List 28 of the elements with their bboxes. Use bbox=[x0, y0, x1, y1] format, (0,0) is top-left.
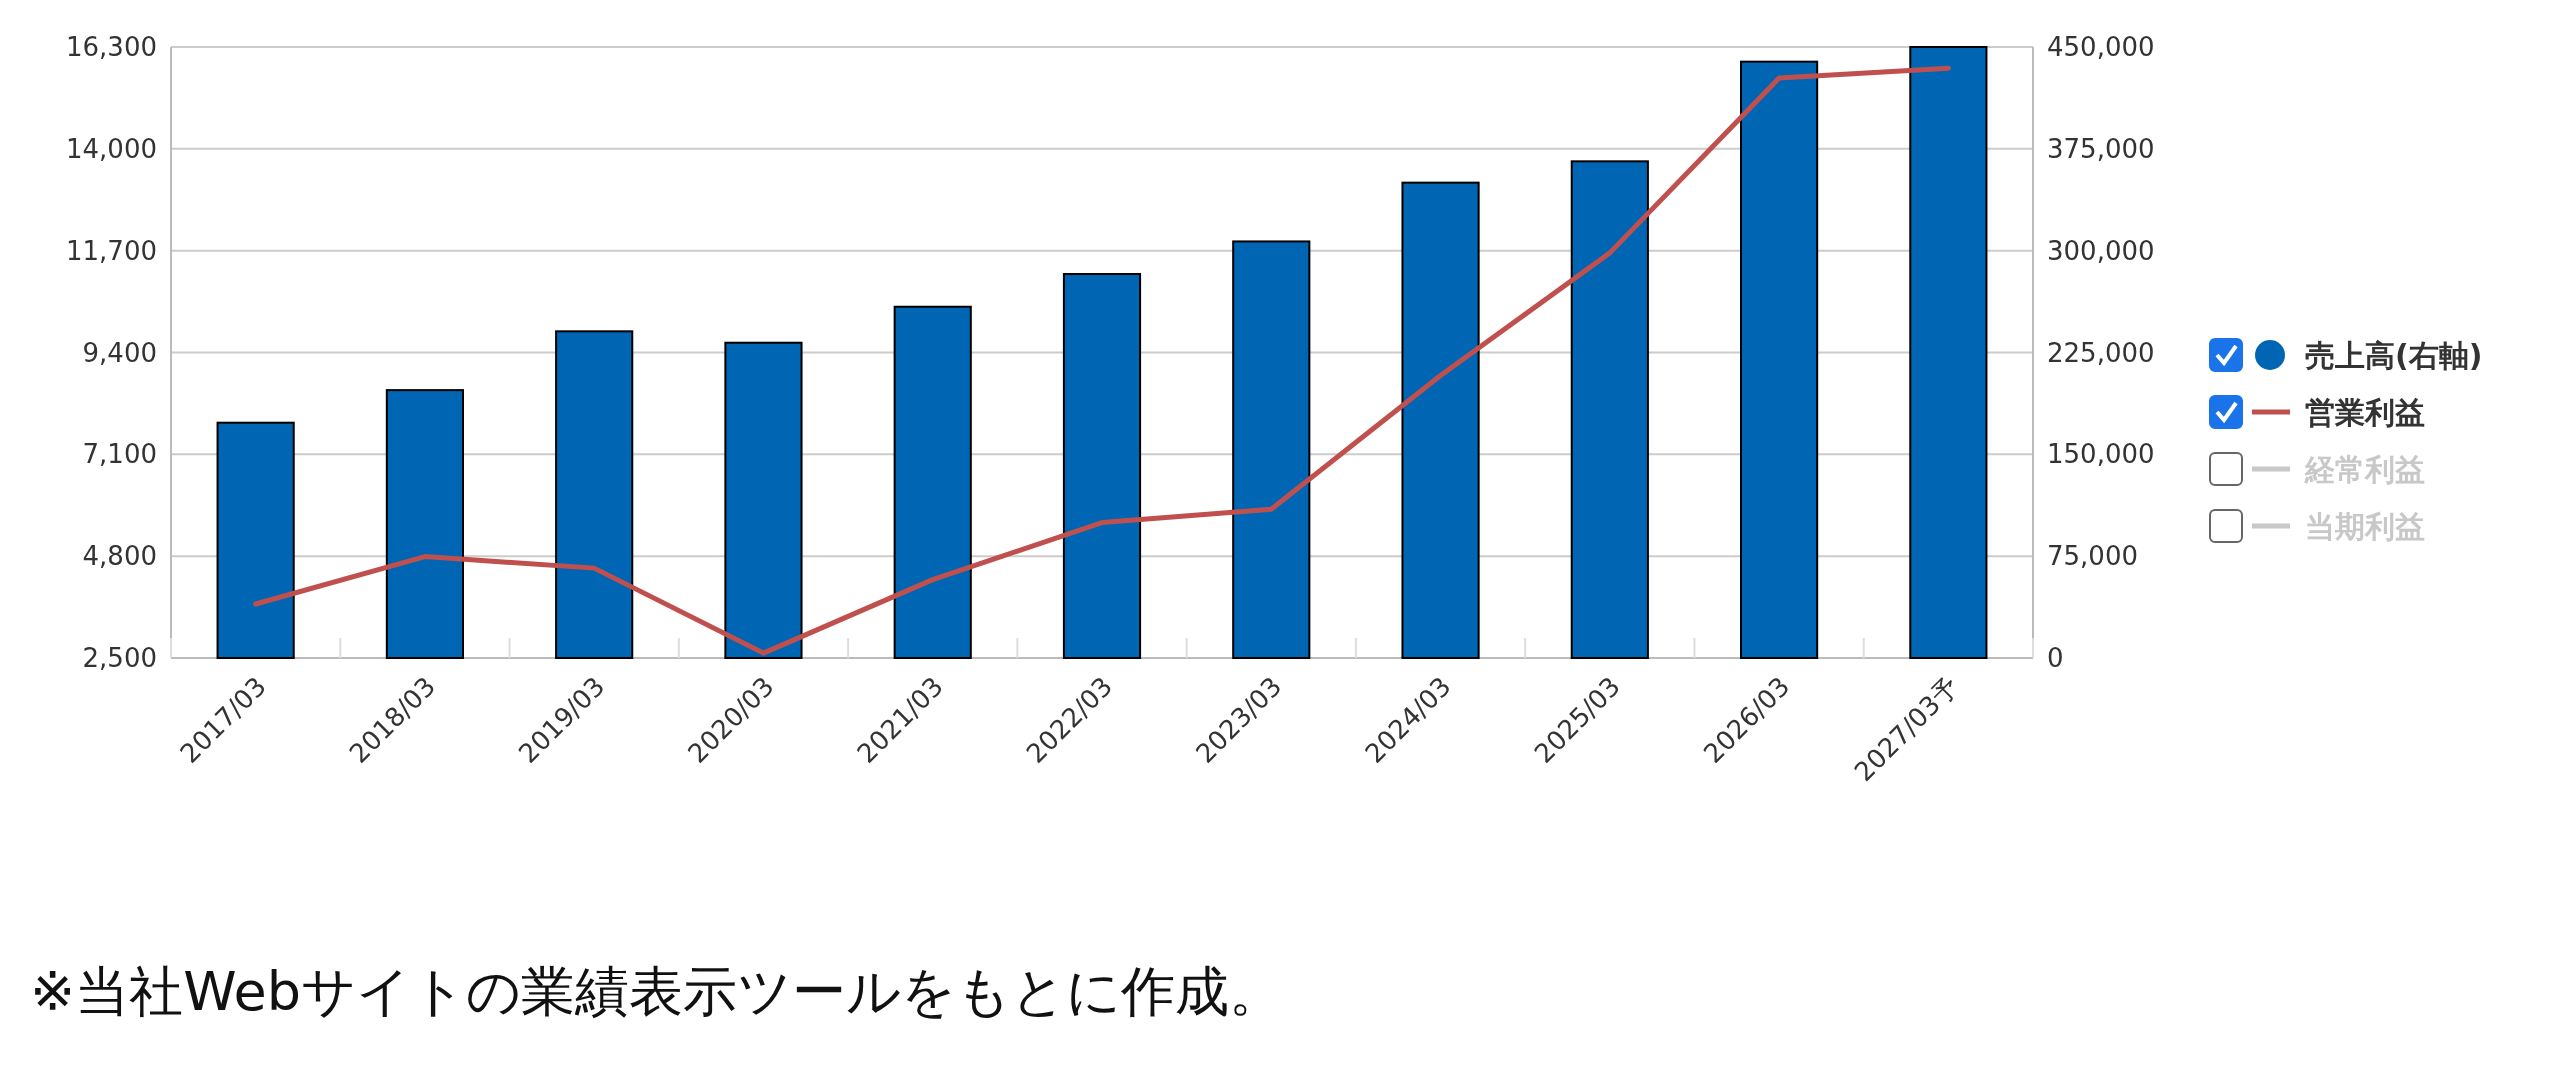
y2-tick-label: 150,000 bbox=[2047, 439, 2155, 470]
y-tick-label: 14,000 bbox=[66, 133, 157, 164]
y-tick-label: 2,500 bbox=[82, 643, 157, 673]
y2-tick-label: 0 bbox=[2047, 643, 2064, 673]
bar bbox=[1232, 240, 1311, 659]
y2-tick-label: 300,000 bbox=[2047, 235, 2155, 266]
y2-tick-label: 225,000 bbox=[2047, 337, 2155, 368]
y-tick-label: 7,100 bbox=[82, 439, 157, 470]
bar bbox=[1740, 60, 1819, 659]
bar bbox=[1909, 46, 1988, 659]
y2-tick-label: 450,000 bbox=[2047, 32, 2155, 62]
bar bbox=[1401, 181, 1480, 659]
y-tick-label: 4,800 bbox=[82, 541, 157, 572]
legend-label: 営業利益 bbox=[2305, 395, 2425, 430]
bar bbox=[216, 421, 295, 659]
bar bbox=[555, 330, 634, 659]
bar bbox=[1570, 160, 1649, 659]
legend-label: 売上高(右軸) bbox=[2305, 338, 2483, 373]
bar bbox=[724, 341, 803, 659]
y-tick-label: 16,300 bbox=[66, 32, 157, 62]
y-tick-label: 11,700 bbox=[66, 235, 157, 266]
bar bbox=[385, 389, 464, 659]
bar bbox=[893, 305, 972, 659]
y-tick-label: 9,400 bbox=[82, 337, 157, 368]
bar bbox=[1062, 273, 1142, 659]
y2-tick-label: 375,000 bbox=[2047, 133, 2155, 164]
text: ※当社Webサイトの業績表示ツールをもとに作成。 bbox=[30, 960, 1283, 1023]
y2-tick-label: 75,000 bbox=[2047, 541, 2138, 572]
